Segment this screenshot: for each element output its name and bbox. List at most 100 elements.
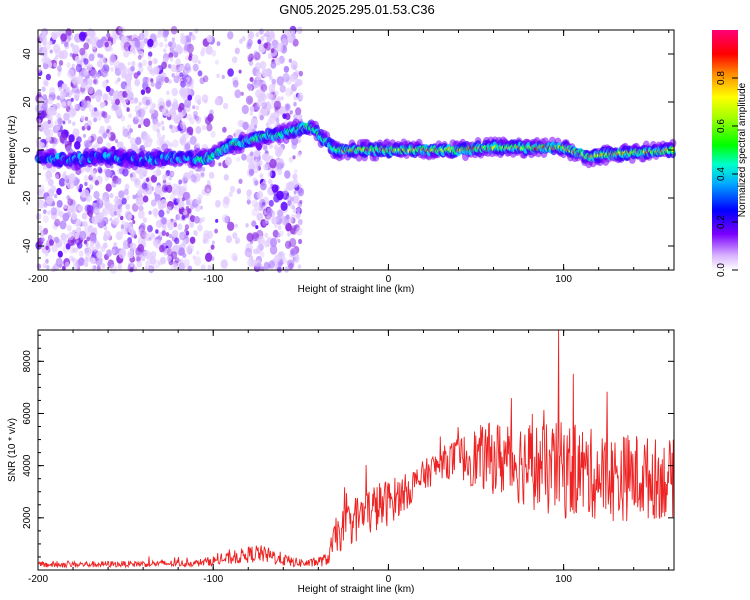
heatmap-cell (42, 215, 49, 223)
heatmap-cell (88, 53, 95, 62)
heatmap-cell (257, 94, 264, 103)
heatmap-cell (72, 84, 79, 94)
heatmap-cell (100, 54, 104, 59)
heatmap-cell (251, 232, 260, 242)
heatmap-cell (160, 120, 165, 126)
heatmap-cell (299, 199, 303, 205)
heatmap-cell (196, 250, 200, 255)
heatmap-cell (134, 179, 142, 189)
heatmap-cell (119, 62, 125, 71)
heatmap-cell (262, 81, 267, 87)
heatmap-cell (91, 43, 97, 50)
heatmap-cell (86, 28, 94, 37)
heatmap-cell (292, 195, 299, 204)
heatmap-cell (169, 124, 173, 129)
heatmap-cell (265, 122, 270, 127)
heatmap-cell (113, 60, 121, 69)
heatmap-cell (210, 244, 215, 250)
heatmap-cell (111, 99, 115, 105)
heatmap-cell (90, 170, 97, 178)
heatmap-cell (273, 100, 281, 111)
heatmap-cell (254, 124, 258, 129)
snr-y-tick-label: 8000 (22, 350, 33, 373)
heatmap-cell (259, 60, 267, 70)
heatmap-cell (270, 44, 274, 50)
heatmap-cell (138, 124, 142, 129)
heatmap-cell (251, 220, 257, 227)
heatmap-cell (253, 50, 259, 57)
heatmap-cell (176, 45, 183, 55)
heatmap-cell (247, 97, 252, 104)
heatmap-cell (142, 81, 149, 90)
spectrogram-x-tick-label: 100 (555, 274, 572, 285)
heatmap-cell (81, 99, 88, 109)
heatmap-cell (178, 102, 185, 111)
heatmap-cell (72, 128, 80, 138)
heatmap-cell (175, 214, 181, 221)
heatmap-cell (224, 156, 232, 166)
heatmap-cell (43, 80, 49, 87)
heatmap-cell (117, 77, 121, 82)
heatmap-cell (191, 34, 196, 41)
heatmap-cell (118, 249, 126, 259)
heatmap-cell (82, 189, 90, 199)
heatmap-cell (298, 70, 303, 77)
heatmap-cell (189, 117, 195, 125)
heatmap-cell (138, 101, 142, 106)
heatmap-cell (42, 30, 46, 36)
heatmap-cell (294, 69, 299, 75)
heatmap-cell (185, 55, 189, 61)
heatmap-cell (223, 102, 229, 110)
heatmap-cell (43, 46, 47, 51)
colorbar-tick-label: 0.6 (716, 119, 727, 133)
heatmap-cell (168, 79, 172, 84)
heatmap-cell (142, 217, 148, 223)
heatmap-cell (106, 249, 112, 257)
heatmap-cell (211, 49, 217, 57)
heatmap-cell (85, 37, 90, 43)
heatmap-cell (124, 183, 130, 191)
heatmap-cell (218, 162, 222, 167)
heatmap-cell (148, 60, 153, 66)
spectrogram-x-axis-title: Height of straight line (km) (298, 284, 415, 295)
heatmap-cell (175, 64, 181, 70)
heatmap-cell (134, 177, 141, 186)
heatmap-cell (148, 236, 152, 241)
heatmap-cell (269, 158, 277, 169)
heatmap-cell (297, 92, 304, 101)
heatmap-cell (251, 80, 259, 89)
heatmap-cell (68, 108, 76, 118)
heatmap-cell (158, 209, 165, 218)
heatmap-cell (264, 232, 269, 238)
heatmap-cell (171, 87, 178, 97)
heatmap-cell (215, 59, 219, 65)
heatmap-cell (248, 43, 252, 47)
heatmap-cell (108, 95, 113, 101)
heatmap-cell (227, 31, 234, 40)
heatmap-cell (248, 31, 255, 40)
heatmap-cell (184, 224, 190, 230)
heatmap-cell (157, 30, 162, 35)
heatmap-cell (48, 40, 53, 46)
heatmap-cell (93, 117, 97, 123)
heatmap-cell (165, 248, 170, 254)
heatmap-cell (102, 101, 106, 107)
heatmap-cell (46, 135, 51, 142)
heatmap-cell (92, 50, 97, 56)
heatmap-cell (293, 190, 297, 195)
heatmap-cell (295, 107, 302, 116)
heatmap-cell (156, 169, 162, 176)
heatmap-cell (193, 256, 202, 266)
heatmap-cell (147, 55, 151, 60)
heatmap-cell (284, 170, 291, 179)
snr-x-axis-title: Height of straight line (km) (298, 584, 415, 595)
heatmap-cell (179, 87, 186, 97)
heatmap-cell (73, 263, 79, 271)
heatmap-cell (71, 63, 75, 68)
spectrogram-y-tick-label: 0 (22, 147, 33, 153)
heatmap-cell (39, 230, 45, 237)
heatmap-cell (261, 107, 268, 117)
heatmap-cell (127, 134, 131, 140)
